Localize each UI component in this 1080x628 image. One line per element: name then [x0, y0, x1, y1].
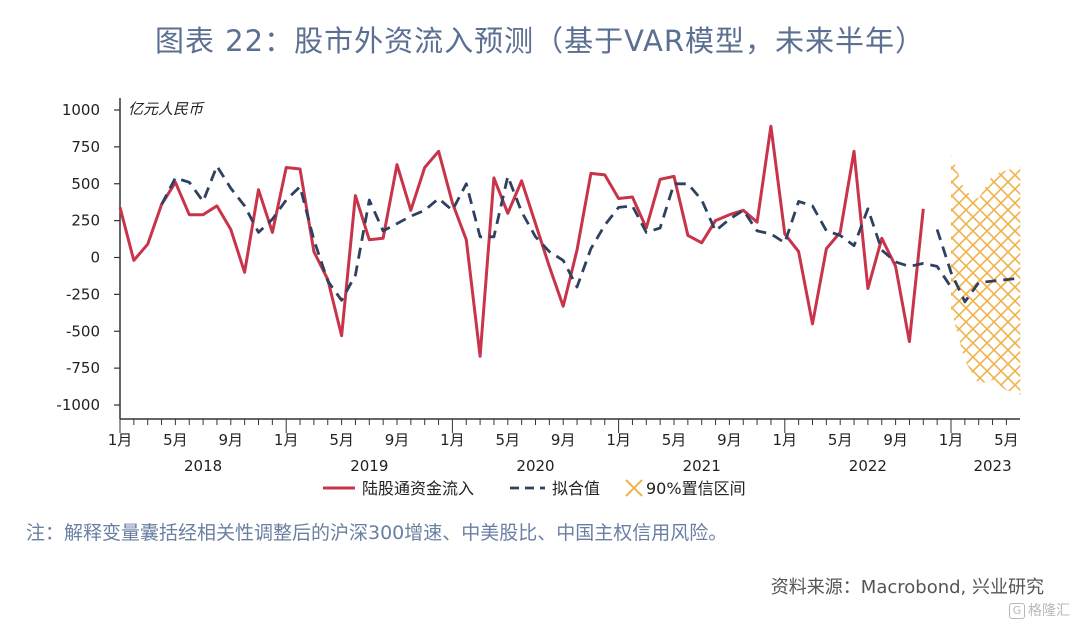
series-forecast-line [935, 229, 1021, 304]
y-tick-label: 500 [71, 175, 100, 193]
y-tick-label: 250 [71, 212, 100, 230]
x-tick-label: 1月 [606, 431, 631, 449]
watermark-text: 格隆汇 [1028, 603, 1070, 619]
confidence-band [951, 154, 1021, 395]
y-axis-unit-label: 亿元人民币 [128, 100, 205, 118]
series-layer [118, 124, 1021, 358]
y-tick-label: -750 [66, 359, 100, 377]
y-tick-label: 0 [90, 249, 100, 267]
y-tick-label: -250 [66, 285, 100, 303]
chart-title: 图表 22：股市外资流入预测（基于VAR模型，未来半年） [154, 24, 926, 58]
x-tick-label: 9月 [883, 431, 908, 449]
x-tick-label: 1月 [440, 431, 465, 449]
x-year-label: 2022 [849, 457, 887, 475]
x-year-label: 2023 [973, 457, 1011, 475]
x-tick-label: 5月 [329, 431, 354, 449]
footnote: 注：解释变量囊括经相关性调整后的沪深300增速、中美股比、中国主权信用风险。 [26, 522, 728, 544]
x-tick-label: 9月 [219, 431, 244, 449]
source-note: 资料来源：Macrobond, 兴业研究 [770, 577, 1044, 598]
legend-swatch-band [625, 479, 643, 497]
legend-label-fitted: 拟合值 [552, 479, 600, 498]
x-tick-label: 9月 [717, 431, 742, 449]
series-fitted-line [160, 164, 953, 302]
x-year-label: 2020 [516, 457, 554, 475]
y-tick-label: -1000 [56, 396, 100, 414]
x-tick-label: 1月 [274, 431, 299, 449]
x-tick-label: 5月 [163, 431, 188, 449]
x-tick-label: 5月 [828, 431, 853, 449]
x-tick-label: 9月 [385, 431, 410, 449]
x-tick-label: 5月 [496, 431, 521, 449]
x-year-label: 2021 [683, 457, 721, 475]
watermark-logo-icon: G [1009, 603, 1025, 619]
x-tick-label: 5月 [662, 431, 687, 449]
y-tick-label: 750 [71, 138, 100, 156]
x-year-label: 2018 [184, 457, 222, 475]
x-tick-label: 5月 [994, 431, 1019, 449]
legend: 陆股通资金流入 拟合值 90%置信区间 [323, 479, 746, 498]
legend-label-actual: 陆股通资金流入 [362, 479, 474, 498]
legend-label-band: 90%置信区间 [646, 479, 746, 498]
y-tick-label: 1000 [62, 101, 100, 119]
x-tick-label: 1月 [108, 431, 133, 449]
x-year-label: 2019 [350, 457, 388, 475]
confidence-band-layer [951, 154, 1021, 395]
watermark: G 格隆汇 [1009, 600, 1070, 620]
x-tick-label: 9月 [551, 431, 576, 449]
axes-layer: 1000 750 500 250 0 -250 -500 -750 -1000 亿元人民币 1月 5月… [56, 98, 1020, 475]
x-tick-label: 1月 [773, 431, 798, 449]
x-tick-label: 1月 [939, 431, 964, 449]
y-tick-label: -500 [66, 322, 100, 340]
series-actual-line [118, 124, 925, 358]
